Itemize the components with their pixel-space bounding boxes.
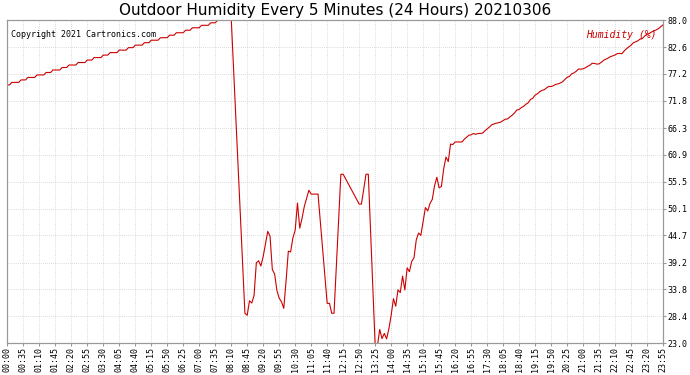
Text: Copyright 2021 Cartronics.com: Copyright 2021 Cartronics.com [10, 30, 155, 39]
Title: Outdoor Humidity Every 5 Minutes (24 Hours) 20210306: Outdoor Humidity Every 5 Minutes (24 Hou… [119, 3, 551, 18]
Text: Humidity (%): Humidity (%) [586, 30, 656, 40]
